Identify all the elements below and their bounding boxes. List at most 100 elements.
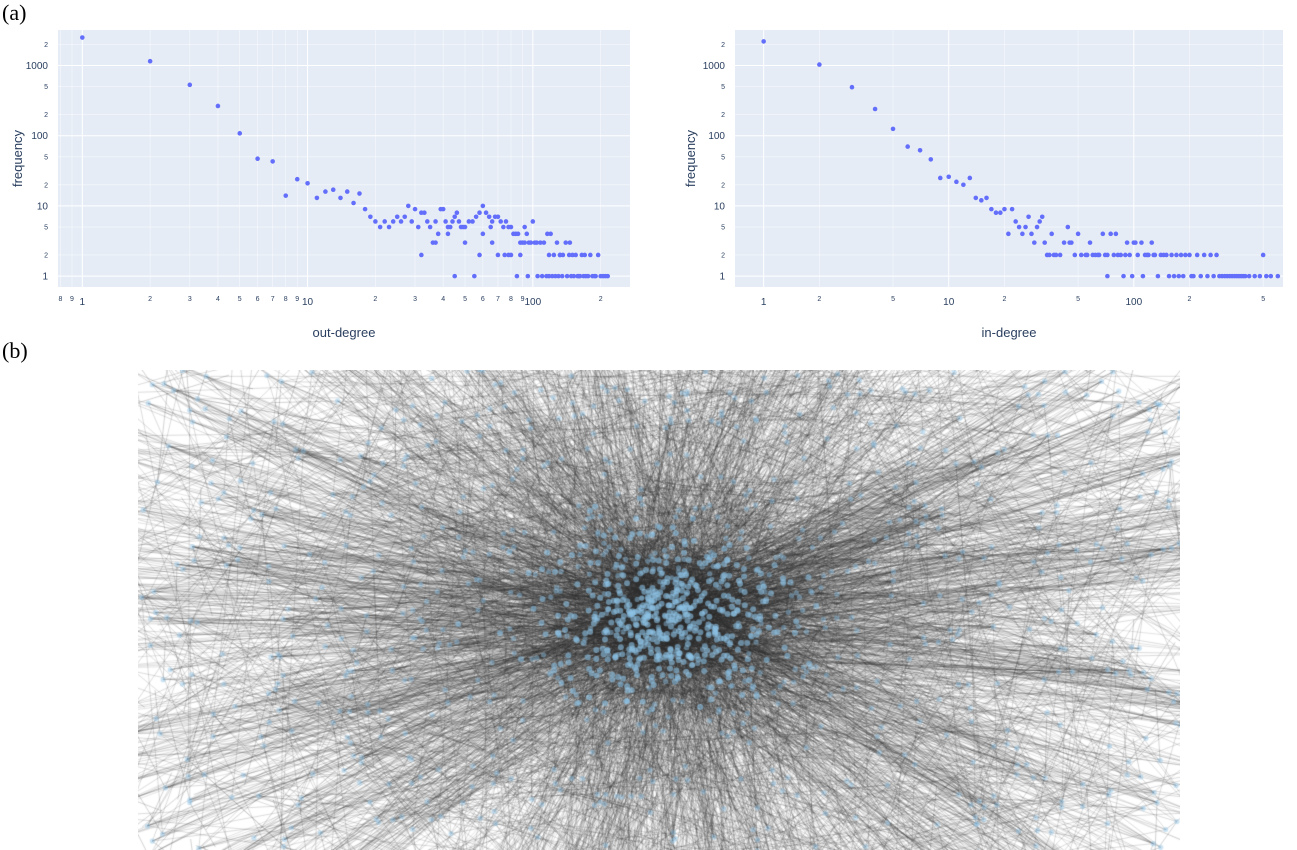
data-point: [422, 210, 427, 216]
data-point: [305, 180, 310, 186]
data-point: [577, 273, 583, 279]
data-point: [563, 240, 569, 245]
data-point: [1072, 252, 1078, 258]
data-point: [817, 62, 822, 67]
y-tick-label: 1: [719, 272, 725, 283]
data-point: [255, 156, 260, 162]
y-minor-tick-label: 2: [44, 252, 48, 259]
data-point: [567, 240, 573, 245]
data-point: [466, 219, 472, 224]
data-point: [872, 106, 878, 112]
data-point: [1100, 231, 1106, 237]
y-tick-label: 10: [714, 201, 726, 212]
data-point: [1042, 240, 1047, 245]
y-minor-tick-label: 5: [721, 154, 725, 161]
data-point: [528, 240, 534, 245]
x-minor-tick-label: 8: [284, 296, 288, 303]
data-point: [394, 214, 400, 220]
data-point: [412, 206, 418, 212]
data-point: [382, 219, 388, 224]
x-minor-tick-label: 5: [891, 296, 895, 303]
data-point: [1026, 214, 1031, 220]
data-point: [368, 214, 373, 220]
data-point: [557, 252, 563, 258]
data-point: [1124, 240, 1130, 245]
data-point: [508, 224, 514, 230]
x-minor-tick-label: 9: [521, 296, 525, 303]
data-point: [462, 240, 468, 245]
data-point: [564, 273, 570, 279]
y-tick-label: 1: [42, 272, 48, 283]
data-point: [1129, 273, 1135, 279]
data-point: [954, 179, 959, 185]
data-point: [440, 206, 446, 212]
data-point: [450, 219, 455, 224]
x-minor-tick-label: 2: [148, 296, 152, 303]
data-point: [1053, 252, 1059, 258]
x-minor-tick-label: 5: [1261, 296, 1265, 303]
data-point: [237, 131, 243, 136]
y-tick-label: 1000: [703, 61, 726, 72]
x-minor-tick-label: 7: [271, 296, 275, 303]
data-point: [498, 219, 503, 224]
data-point: [1029, 231, 1034, 237]
data-point: [532, 240, 538, 245]
data-point: [503, 219, 509, 224]
x-minor-tick-label: 5: [238, 296, 242, 303]
data-point: [495, 214, 501, 220]
panel-label-b: (b): [2, 338, 28, 363]
data-point: [1236, 273, 1242, 279]
network-graph: [138, 370, 1180, 850]
data-point: [548, 231, 553, 237]
x-tick-label: 1: [80, 297, 86, 308]
data-point: [1201, 252, 1207, 258]
data-point: [573, 252, 579, 258]
y-tick-label: 10: [37, 201, 49, 212]
data-point: [1113, 231, 1119, 237]
data-point: [1067, 240, 1072, 245]
data-point: [373, 219, 378, 224]
data-point: [294, 176, 300, 182]
y-minor-tick-label: 2: [721, 252, 725, 259]
in-degree-chart: 1 10 100 2 5 2 5 2 5 1 10 100 1000 2 5 2 5 2 5 2 in-degree fr…: [683, 30, 1283, 340]
data-point: [486, 214, 492, 220]
data-point: [508, 252, 514, 258]
data-point: [518, 252, 523, 258]
data-point: [1095, 252, 1101, 258]
data-point: [1260, 252, 1266, 258]
data-point: [1205, 273, 1210, 279]
x-minor-tick-label: 8: [509, 296, 513, 303]
x-minor-tick-label: 6: [481, 296, 485, 303]
x-tick-label: 100: [1125, 297, 1142, 308]
data-point: [489, 240, 495, 245]
y-minor-tick-label: 2: [721, 112, 725, 119]
y-minor-tick-label: 2: [44, 42, 48, 49]
data-point: [1020, 231, 1025, 237]
y-minor-tick-label: 2: [721, 42, 725, 49]
x-minor-tick-label: 4: [441, 296, 445, 303]
data-point: [435, 231, 441, 237]
x-minor-tick-label: 2: [817, 296, 821, 303]
data-point: [1078, 252, 1084, 258]
data-point: [989, 206, 994, 212]
data-point: [1039, 214, 1045, 220]
data-point: [1187, 252, 1192, 258]
y-minor-tick-label: 5: [721, 225, 725, 232]
y-minor-tick-label: 5: [721, 84, 725, 91]
data-point: [1217, 273, 1222, 279]
x-minor-tick-label: 5: [463, 296, 467, 303]
data-point: [452, 214, 458, 220]
data-point: [1174, 252, 1179, 258]
data-point: [445, 231, 451, 237]
data-point: [1166, 273, 1172, 279]
y-axis-label: frequency: [683, 129, 698, 187]
data-point: [1127, 252, 1132, 258]
data-point: [1151, 252, 1156, 258]
data-point: [1268, 273, 1274, 279]
data-point: [480, 203, 486, 209]
data-point: [433, 219, 438, 224]
data-point: [447, 224, 453, 230]
data-point: [488, 224, 493, 230]
data-point: [1009, 206, 1015, 212]
